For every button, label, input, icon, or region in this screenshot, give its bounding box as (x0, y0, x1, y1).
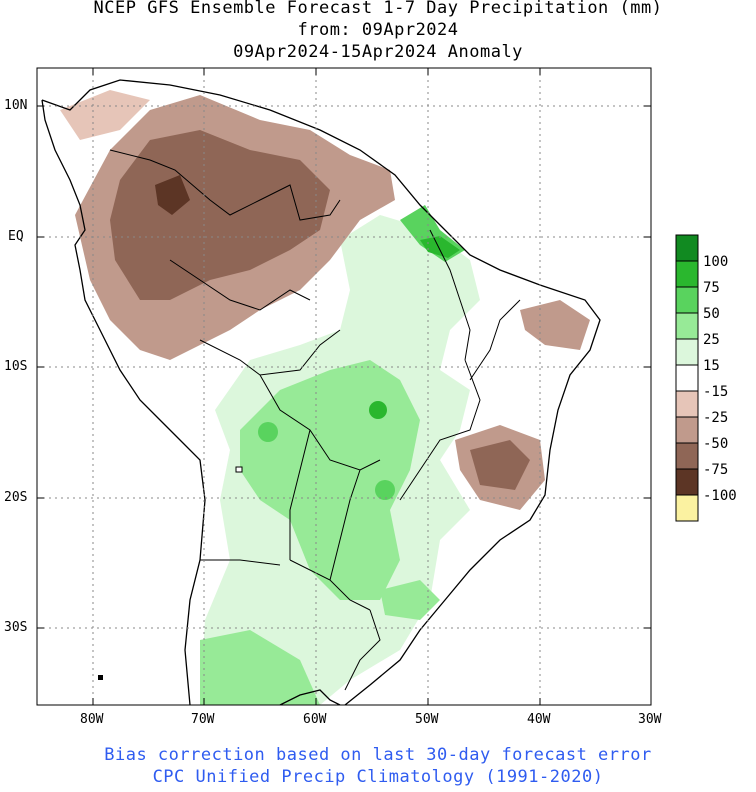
anomaly-region-green-coast (380, 580, 440, 620)
legend-swatch-4 (675, 338, 699, 366)
anomaly-region-green-mid (240, 360, 420, 600)
anomaly-region-brown-northeast (520, 300, 590, 350)
footer-line2: CPC Unified Precip Climatology (1991-202… (152, 767, 604, 787)
legend-swatch-1 (675, 260, 699, 288)
legend-label-25: 25 (703, 332, 720, 348)
anomaly-spot-green-mato-grosso (258, 422, 278, 442)
legend-swatch-6 (675, 390, 699, 418)
lat-label-10n: 10N (4, 98, 28, 113)
lon-label-70w: 70W (191, 712, 215, 727)
legend-label-50: 50 (703, 306, 720, 322)
anomaly-region-brown-pale-west (60, 90, 150, 140)
anomaly-spot-green-south (375, 480, 395, 500)
grid-lines (37, 68, 651, 705)
map-frame-border (36, 67, 652, 706)
lat-label-10s: 10S (4, 359, 28, 374)
lon-label-40w: 40W (527, 712, 551, 727)
legend-swatch-0 (675, 234, 699, 262)
legend-label-15: 15 (703, 358, 720, 374)
legend-swatch-2 (675, 286, 699, 314)
coastal-island (98, 675, 103, 680)
anomaly-region-brown-bahia-dark (470, 440, 530, 490)
lon-label-60w: 60W (303, 712, 327, 727)
lon-label-80w: 80W (80, 712, 104, 727)
legend-label-75: 75 (703, 280, 720, 296)
legend-label-minus25: -25 (703, 410, 729, 426)
lat-label-30s: 30S (4, 620, 28, 635)
legend-swatch-8 (675, 442, 699, 470)
lat-label-20s: 20S (4, 490, 28, 505)
legend-colorbar (675, 234, 699, 522)
map-title-line2: from: 09Apr2024 (297, 20, 459, 40)
map-title-line3: 09Apr2024-15Apr2024 Anomaly (233, 42, 523, 62)
lon-label-30w: 30W (638, 712, 662, 727)
legend-label-minus15: -15 (703, 384, 729, 400)
anomaly-region-green-south (200, 630, 320, 705)
legend-swatch-7 (675, 416, 699, 444)
anomaly-region-brown-amazon-dark (110, 130, 330, 300)
anomaly-region-green-core (420, 236, 460, 258)
lake-titicaca (235, 466, 243, 473)
legend-label-minus75: -75 (703, 462, 729, 478)
anomaly-region-brown-core (155, 175, 190, 215)
legend-swatch-3 (675, 312, 699, 340)
legend-label-100: 100 (703, 254, 729, 270)
footer-line1: Bias correction based on last 30-day for… (104, 745, 652, 765)
country-borders (109, 149, 521, 691)
legend-label-minus50: -50 (703, 436, 729, 452)
tick-marks (37, 68, 651, 705)
legend-swatch-10 (675, 494, 699, 522)
map-title-line1: NCEP GFS Ensemble Forecast 1-7 Day Preci… (93, 0, 663, 18)
lat-label-eq: EQ (8, 229, 24, 244)
lon-label-50w: 50W (415, 712, 439, 727)
legend-swatch-9 (675, 468, 699, 496)
coastline (41, 79, 601, 705)
anomaly-spot-green-goias (369, 401, 387, 419)
legend-label-minus100: -100 (703, 488, 737, 504)
legend-swatch-5 (675, 364, 699, 392)
